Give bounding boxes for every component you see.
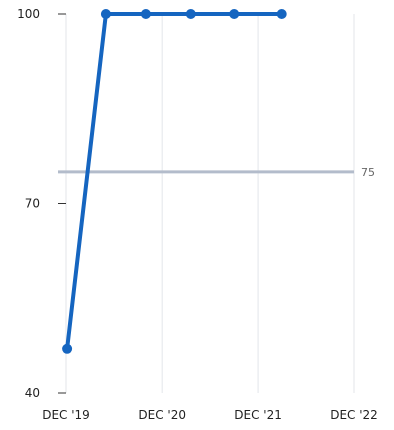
data-point: [100, 9, 111, 19]
y-tick-label: 70: [25, 197, 40, 211]
y-tick-label: 40: [25, 386, 40, 400]
data-point: [62, 343, 73, 354]
data-point: [276, 9, 287, 19]
data-point: [185, 9, 196, 19]
data-point: [140, 9, 151, 19]
y-tick-label: 100: [17, 7, 40, 21]
x-tick-label: DEC '19: [42, 408, 90, 422]
reference-line-label: 75: [361, 166, 375, 179]
series-line: [65, 12, 284, 351]
data-point: [229, 9, 240, 19]
x-tick-label: DEC '21: [234, 408, 282, 422]
x-tick-label: DEC '20: [138, 408, 186, 422]
x-tick-label: DEC '22: [330, 408, 378, 422]
